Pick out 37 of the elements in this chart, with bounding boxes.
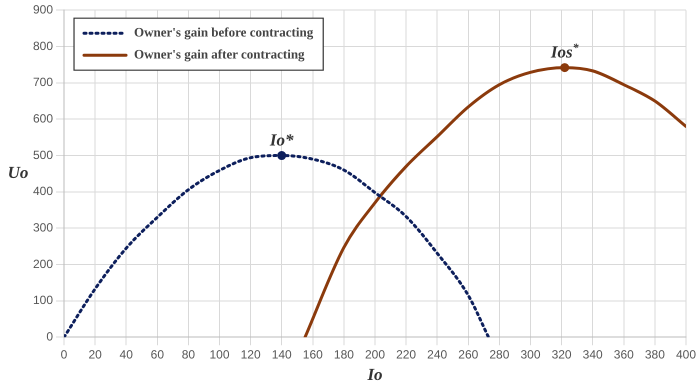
x-tick-label: 280 bbox=[489, 348, 510, 362]
x-tick-label: 360 bbox=[614, 348, 634, 362]
y-tick-label: 800 bbox=[32, 38, 54, 53]
y-tick-label: 300 bbox=[32, 220, 54, 235]
x-tick-label: 240 bbox=[427, 348, 448, 362]
x-tick-label: 320 bbox=[552, 348, 572, 362]
y-tick-label: 600 bbox=[32, 112, 54, 126]
x-tick-label: 140 bbox=[272, 348, 292, 362]
x-tick-label: 60 bbox=[150, 348, 164, 362]
legend-label: Owner's gain after contracting bbox=[134, 46, 306, 62]
x-tick-label: 40 bbox=[120, 348, 134, 362]
x-tick-label: 120 bbox=[240, 348, 261, 362]
y-tick-label: 900 bbox=[32, 2, 54, 17]
x-tick-label: 180 bbox=[334, 348, 354, 362]
x-tick-label: 100 bbox=[210, 348, 230, 362]
x-tick-label: 80 bbox=[182, 348, 196, 362]
annotation: Ios* bbox=[550, 40, 579, 62]
legend-label: Owner's gain before contracting bbox=[134, 24, 314, 40]
x-tick-label: 340 bbox=[582, 348, 604, 362]
x-tick-label: 200 bbox=[364, 348, 386, 362]
x-tick-label: 260 bbox=[458, 348, 479, 362]
x-tick-label: 220 bbox=[396, 348, 416, 362]
x-axis-title: Io bbox=[366, 365, 383, 384]
x-tick-label: 20 bbox=[88, 348, 102, 362]
y-tick-label: 500 bbox=[32, 148, 54, 162]
x-tick-label: 380 bbox=[644, 348, 666, 362]
y-tick-label: 100 bbox=[32, 293, 54, 308]
x-tick-label: 0 bbox=[60, 348, 68, 362]
y-tick-label: 200 bbox=[32, 256, 54, 271]
y-tick-label: 0 bbox=[46, 330, 54, 344]
y-axis-title: Uo bbox=[8, 163, 28, 182]
x-tick-label: 300 bbox=[520, 348, 541, 362]
y-tick-label: 700 bbox=[32, 75, 54, 90]
x-tick-label: 160 bbox=[302, 348, 324, 362]
x-tick-label: 400 bbox=[676, 348, 696, 362]
annotation: Io* bbox=[268, 130, 294, 150]
y-tick-label: 400 bbox=[32, 184, 54, 198]
